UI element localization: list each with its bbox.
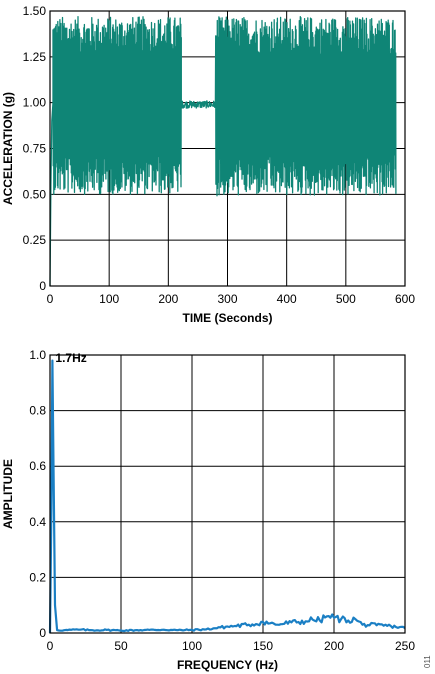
accel-xtick-label: 600 [395,292,415,306]
accel-ytick-label: 0.50 [23,187,47,201]
amp-xtick-label: 200 [324,639,344,653]
amp-ytick-label: 1.0 [29,348,46,362]
accel-xtick-label: 200 [158,292,178,306]
accel-series-line [49,16,397,287]
amp-xtick-label: 0 [47,639,54,653]
accel-xtick-label: 400 [277,292,297,306]
accel-ylabel: ACCELERATION (g) [1,92,15,205]
amp-xtick-label: 50 [114,639,128,653]
accel-xtick-label: 500 [336,292,356,306]
amp-xlabel: FREQUENCY (Hz) [177,658,278,672]
amp-plot-border [49,354,406,634]
accel-ytick-label: 1.00 [23,96,47,110]
amp-xtick-label: 150 [253,639,273,653]
amp-ytick-label: 0 [39,626,46,640]
accel-xtick-label: 0 [47,292,54,306]
amp-ytick-label: 0.8 [29,404,46,418]
amp-ylabel: AMPLITUDE [1,459,15,529]
amp-xtick-label: 100 [182,639,202,653]
amp-ytick-label: 0.2 [29,570,46,584]
amp-xtick-label: 250 [395,639,415,653]
peak-annotation: 1.7Hz [55,351,86,365]
figure-id: 011 [423,655,432,668]
amp-ytick-label: 0.6 [29,459,46,473]
accel-ytick-label: 1.50 [23,4,47,18]
accel-ytick-label: 0 [39,279,46,293]
amplitude-chart: 0 50 100 150 200 250 0 0.2 0.4 0.6 0.8 1.0 FREQUENCY… [1,348,415,672]
amp-series-line [48,359,406,634]
accel-xtick-label: 300 [217,292,237,306]
accel-ytick-label: 0.25 [23,233,47,247]
accel-xtick-label: 100 [99,292,119,306]
accel-ytick-label: 0.75 [23,142,47,156]
amp-ytick-label: 0.4 [29,515,46,529]
accel-xlabel: TIME (Seconds) [182,311,272,325]
accel-ytick-label: 1.25 [23,50,47,64]
accel-plot-border [49,10,406,287]
acceleration-chart: 0 100 200 300 400 500 600 0 0.25 0.50 0.75 1.00 1.25… [1,4,415,325]
